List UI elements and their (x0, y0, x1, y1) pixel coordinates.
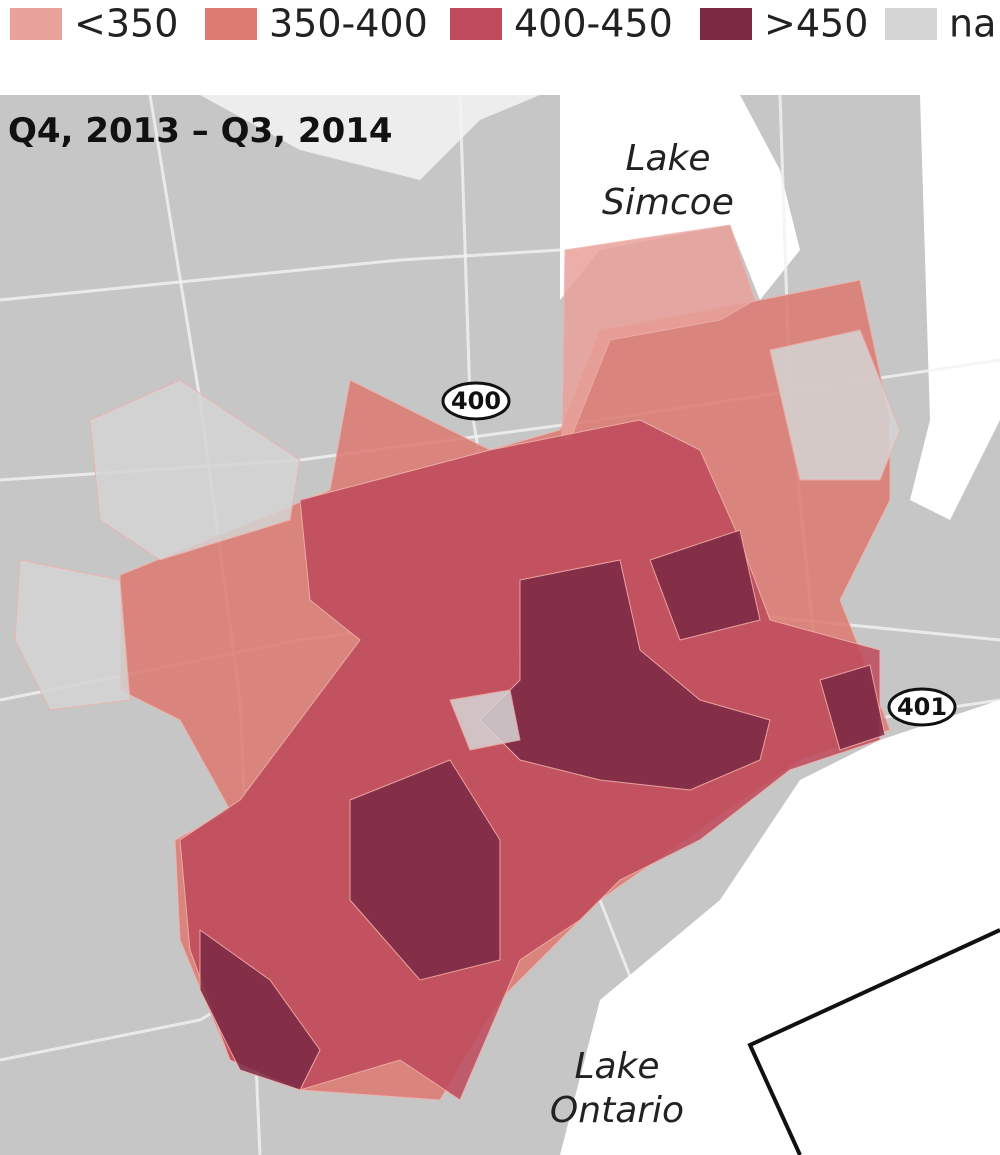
region (89, 379, 301, 561)
legend-label: <350 (74, 2, 178, 46)
legend: <350 350-400 400-450 >450 na (10, 2, 996, 46)
region (14, 559, 131, 711)
region (449, 689, 521, 751)
highway-shield (441, 381, 511, 421)
lake-ontario (560, 700, 1000, 1155)
highway-number: 400 (451, 387, 501, 415)
legend-label: 350-400 (269, 2, 428, 46)
highway-number: 401 (897, 693, 947, 721)
map-title: Q4, 2013 – Q3, 2014 (8, 111, 393, 151)
legend-label: >450 (764, 2, 868, 46)
lake-label: Simcoe (602, 182, 734, 223)
region (769, 329, 901, 481)
region (199, 929, 321, 1091)
legend-swatch (885, 8, 937, 40)
legend-swatch (10, 8, 62, 40)
boundary-line (747, 928, 1000, 1155)
water (910, 95, 1000, 520)
highway-shield (887, 687, 957, 727)
region (649, 529, 761, 641)
regions (14, 224, 901, 1101)
region (819, 664, 886, 751)
lake-label: Ontario (550, 1090, 684, 1131)
legend-label: na (949, 2, 996, 46)
legend-swatch (205, 8, 257, 40)
water (0, 95, 540, 180)
legend-swatch (700, 8, 752, 40)
legend-swatch (450, 8, 502, 40)
highway-shields: 400 401 (441, 381, 957, 727)
road (0, 248, 561, 302)
lake-label: Lake (574, 1046, 659, 1087)
region (349, 759, 501, 981)
lake-simcoe (560, 95, 800, 300)
lake-label: Lake (625, 138, 710, 179)
legend-label: 400-450 (514, 2, 673, 46)
